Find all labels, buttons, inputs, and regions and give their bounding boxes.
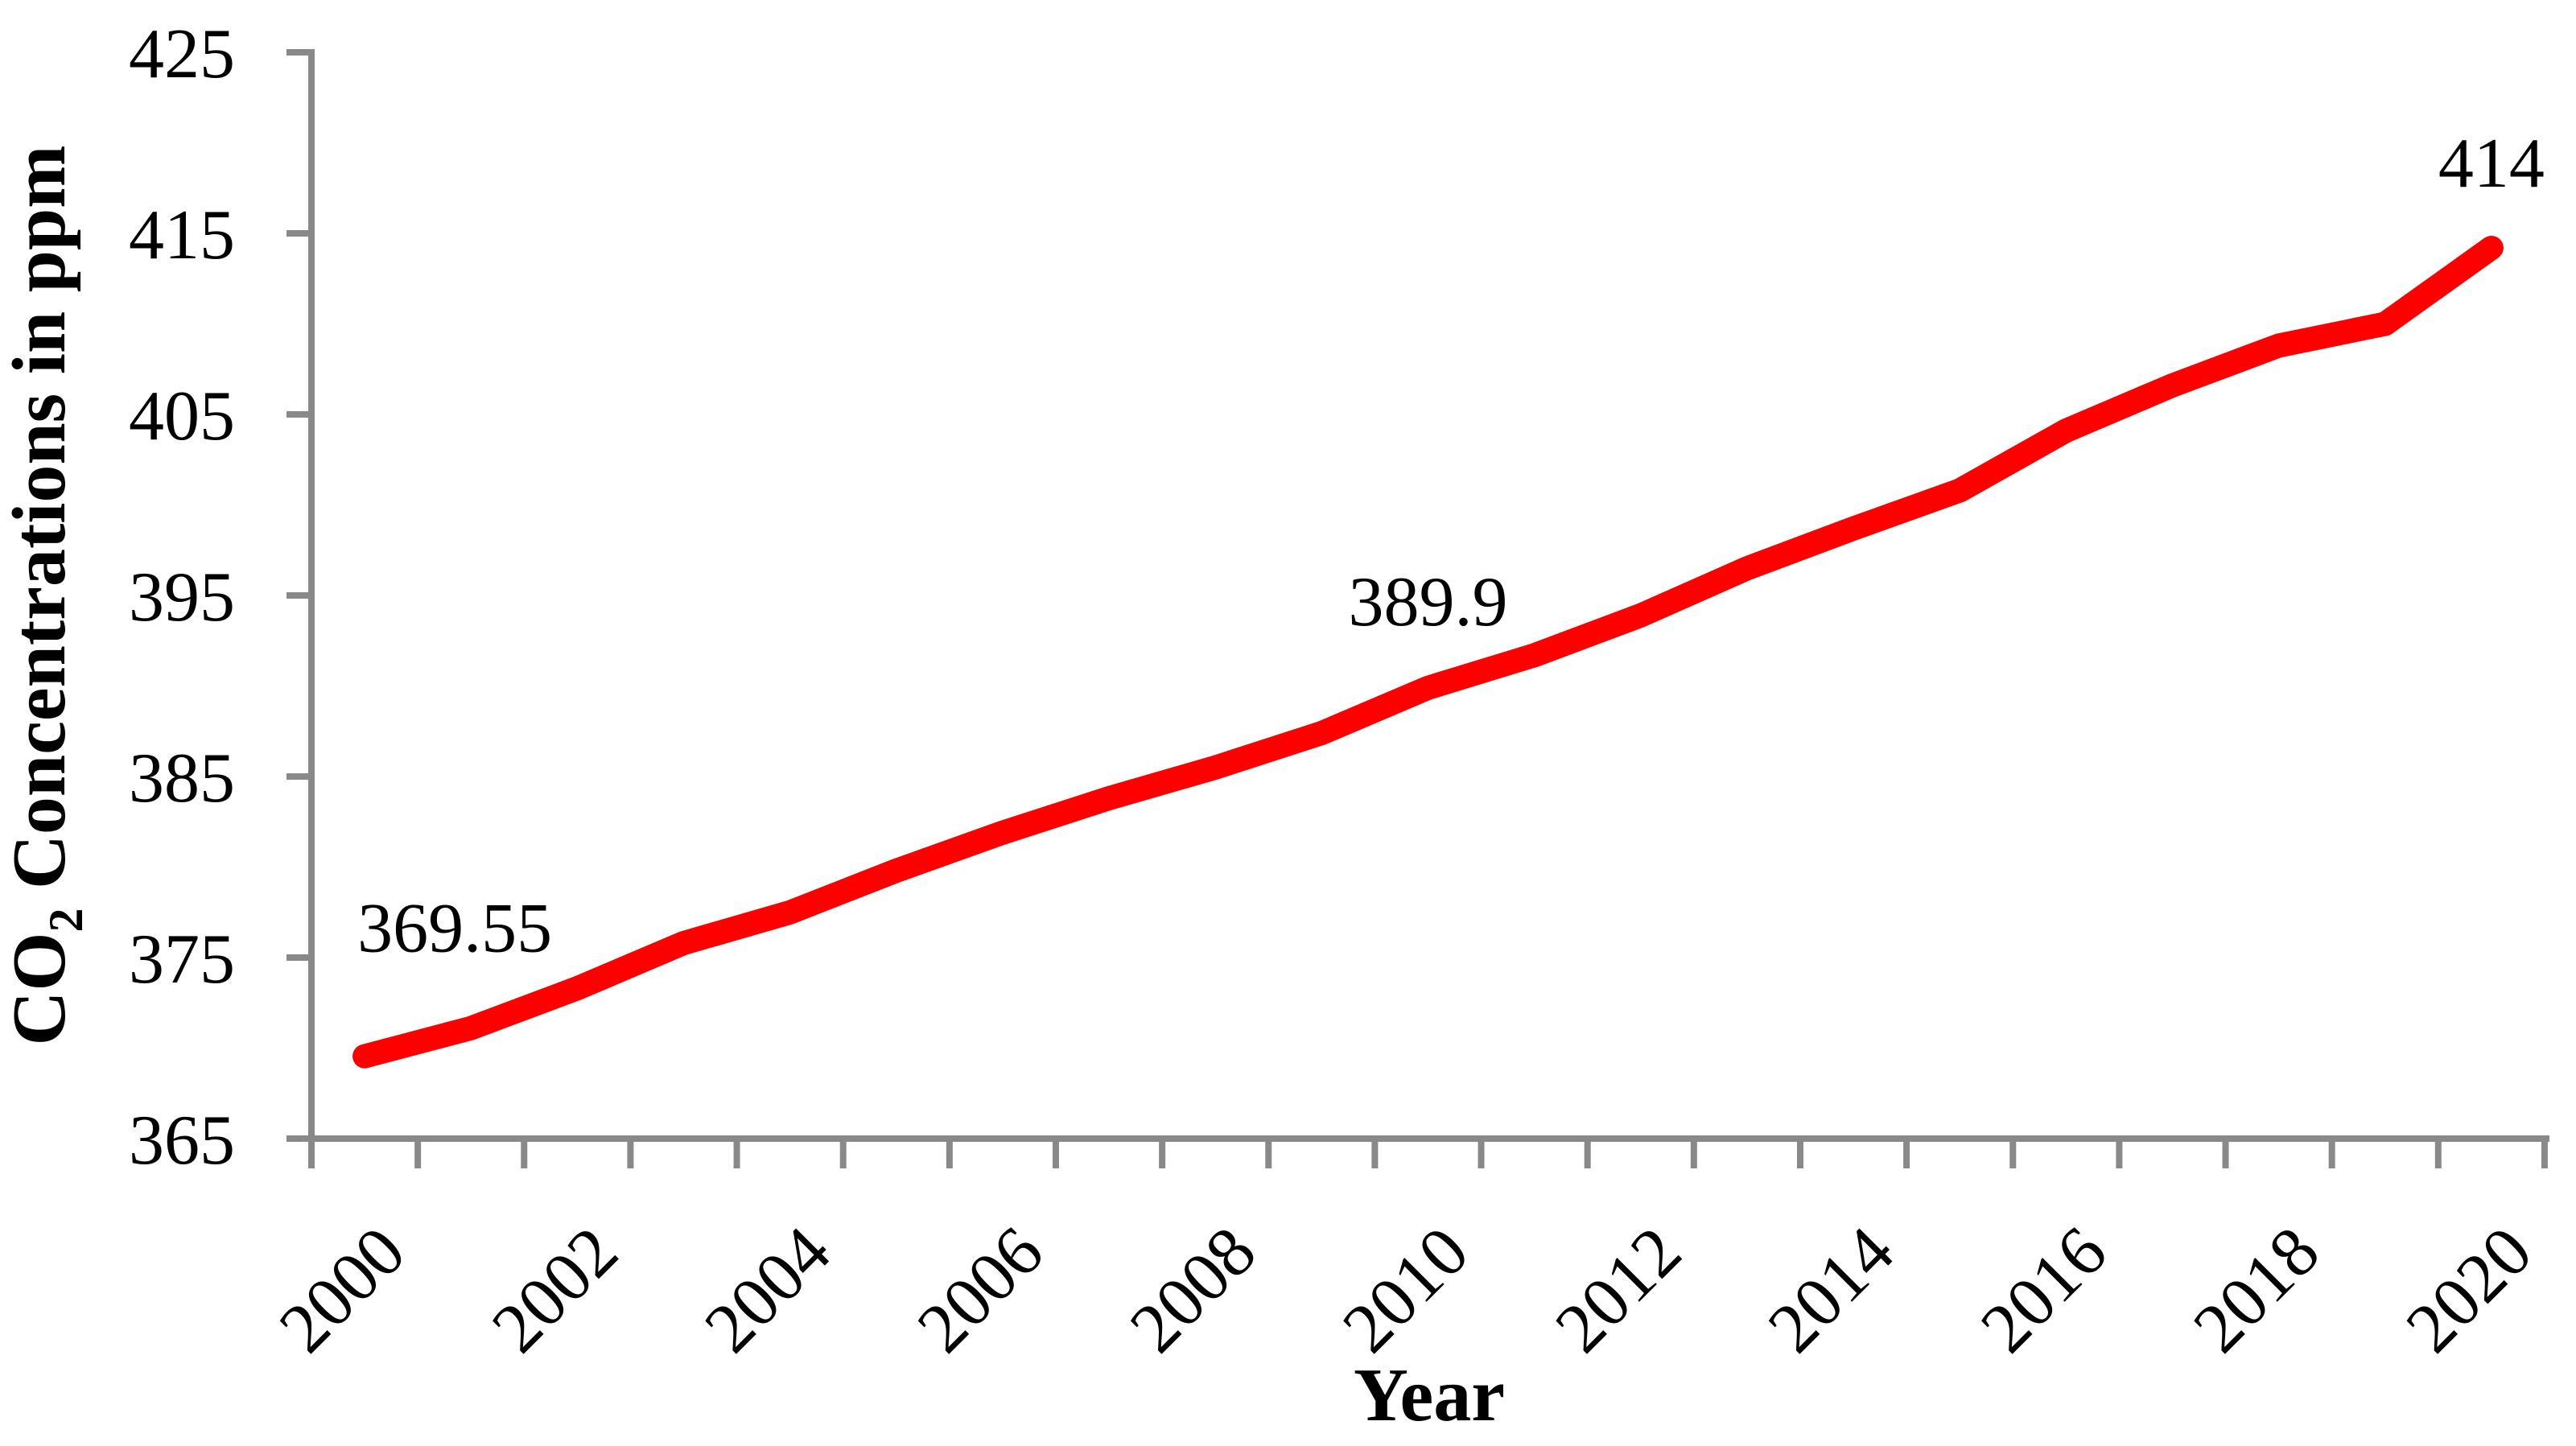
x-tick-label: 2018 [2179,1213,2335,1368]
y-axis-tick-labels: 365 375 385 395 405 415 425 [129,15,235,1180]
y-axis-title: CO2 Concentrations in ppm [0,146,93,1046]
y-tick-label: 395 [129,558,235,636]
data-label-2000: 369.55 [357,890,552,968]
x-axis-tick-labels: 2000 2002 2004 2006 2008 2010 2012 2014 2016 2018… [265,1213,2547,1368]
x-tick-label: 2010 [1329,1213,1484,1368]
x-axis-ticks [308,1139,2548,1168]
x-tick-label: 2006 [903,1213,1058,1368]
y-axis-title-subscript: 2 [39,908,93,932]
x-tick-label: 2004 [690,1213,846,1368]
y-tick-label: 405 [129,377,235,455]
y-axis-ticks [286,49,311,1142]
x-tick-label: 2014 [1754,1213,1909,1368]
x-tick-label: 2016 [1966,1213,2121,1368]
x-tick-label: 2008 [1115,1213,1271,1368]
data-label-2010: 389.9 [1348,563,1507,641]
x-tick-label: 2000 [265,1213,420,1368]
x-tick-label: 2012 [1541,1213,1696,1368]
y-axis-title-rest: Concentrations in ppm [0,146,81,908]
co2-series-line [352,236,2504,1069]
x-tick-label: 2002 [477,1213,633,1368]
y-tick-label: 385 [129,739,235,818]
y-tick-label: 425 [129,15,235,93]
x-axis-title: Year [1354,1353,1505,1437]
y-tick-label: 365 [129,1102,235,1180]
y-tick-label: 375 [129,921,235,999]
x-tick-label: 2020 [2392,1213,2547,1368]
y-axis-title-prefix: CO [0,932,81,1045]
series-data-labels: 369.55 389.9 414 [357,125,2545,968]
y-tick-label: 415 [129,196,235,274]
data-label-2020: 414 [2438,125,2545,203]
